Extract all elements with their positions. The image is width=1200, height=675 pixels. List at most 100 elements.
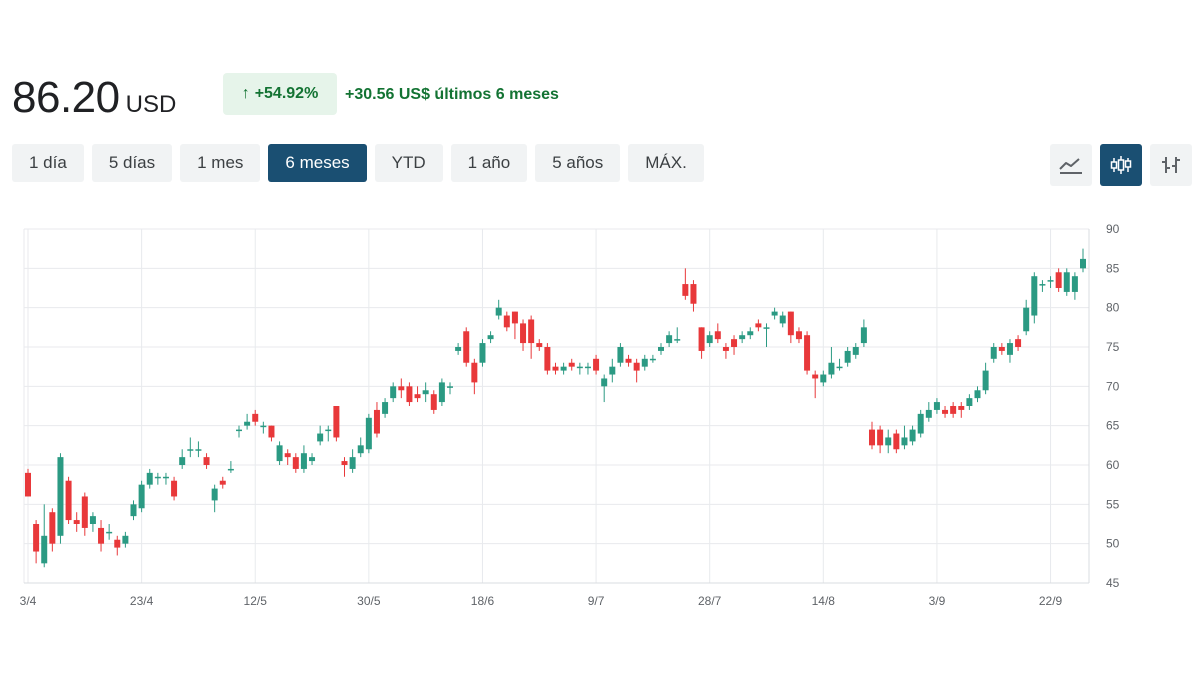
range-tab-6m[interactable]: 6 meses [268,144,367,182]
candle [268,425,275,442]
candle-body [998,347,1005,351]
candle [536,339,543,351]
range-tab-1m[interactable]: 1 mes [180,144,261,182]
candle [41,504,48,568]
current-price: 86.20 [12,73,120,122]
candle [57,453,64,544]
candle-body [877,429,884,446]
candle [511,311,518,340]
candle-body [925,409,932,418]
candle-body [836,366,843,369]
candle [195,441,202,458]
candle [682,268,689,300]
candle-body [373,409,380,434]
x-tick-label: 14/8 [812,594,836,608]
range-tab-label: 1 año [467,153,511,172]
candle-body [674,339,681,341]
candle-body [885,437,892,446]
candle-body [447,386,453,388]
candle [260,421,267,434]
candle-body [106,531,113,534]
candle [779,311,786,328]
candle-body [349,457,356,469]
x-tick-label: 3/4 [20,594,37,608]
candle [909,425,916,446]
candle-body [455,347,462,351]
candle-body [511,311,518,324]
candle-body [706,335,713,344]
candle-body [1047,280,1054,282]
candle [641,354,648,371]
candle [690,280,697,312]
candle [325,425,332,442]
candle-body [503,315,510,328]
candle [373,402,380,438]
y-axis-labels: 45 50 55 60 65 70 75 80 85 90 [1106,222,1120,590]
range-tab-5y[interactable]: 5 años [535,144,621,182]
x-axis-labels: 3/4 23/4 12/5 30/5 18/6 9/7 28/7 14/8 3/9 22/9 [20,594,1063,608]
candle [252,409,259,426]
candle [292,453,299,473]
range-tab-label: 1 mes [197,153,244,172]
candle [162,472,169,485]
candle [820,370,827,387]
y-tick-label: 50 [1106,537,1120,551]
candle [714,323,721,344]
candle [601,374,608,403]
candle-body [41,535,48,564]
range-tab-ytd[interactable]: YTD [374,144,443,182]
candle-body [812,374,819,379]
candle [187,437,194,458]
candle [528,315,535,359]
candle-body [471,362,478,383]
candle [398,378,405,399]
candle-body [1071,276,1078,292]
candle [576,362,583,375]
candle-body [698,327,705,351]
candle-body [560,366,567,371]
range-tab-1y[interactable]: 1 año [450,144,528,182]
candle-body [974,390,981,399]
candle-body [520,323,527,344]
range-tab-1d[interactable]: 1 día [12,144,84,182]
candle [885,429,892,454]
candle [146,468,153,489]
candle-body [666,335,673,344]
candle [795,327,802,344]
candle-body [958,406,965,410]
candle [1071,272,1078,300]
candle-body [860,327,867,344]
x-tick-label: 12/5 [244,594,268,608]
candle [755,319,762,332]
candle [106,524,113,540]
candle-body [268,425,275,438]
candle-body [300,453,307,469]
range-tab-5d[interactable]: 5 días [91,144,173,182]
candlestick-chart-button[interactable] [1100,144,1142,186]
candle-body [536,343,543,347]
candle [966,394,973,410]
candle [227,461,234,473]
candle-body [601,378,608,387]
candle [1006,339,1013,363]
candle-body [771,311,778,316]
candle-body [236,429,242,432]
candle [81,492,88,536]
candle-body [406,386,413,403]
x-tick-label: 28/7 [698,594,722,608]
candle [276,441,283,465]
candle-body [747,331,754,336]
candle [917,409,924,438]
range-tab-max[interactable]: MÁX. [628,144,704,182]
candle-body [49,512,56,544]
candle [568,358,575,371]
candlestick-chart[interactable]: 3/4 23/4 12/5 30/5 18/6 9/7 28/7 14/8 3/9 22/9 45… [0,215,1200,615]
x-tick-label: 30/5 [357,594,381,608]
candle [309,453,316,465]
candle [130,500,137,521]
line-chart-button[interactable] [1050,144,1092,186]
candle [203,453,210,469]
candle [341,457,348,477]
candle-body [682,284,689,296]
ohlc-chart-button[interactable] [1150,144,1192,186]
